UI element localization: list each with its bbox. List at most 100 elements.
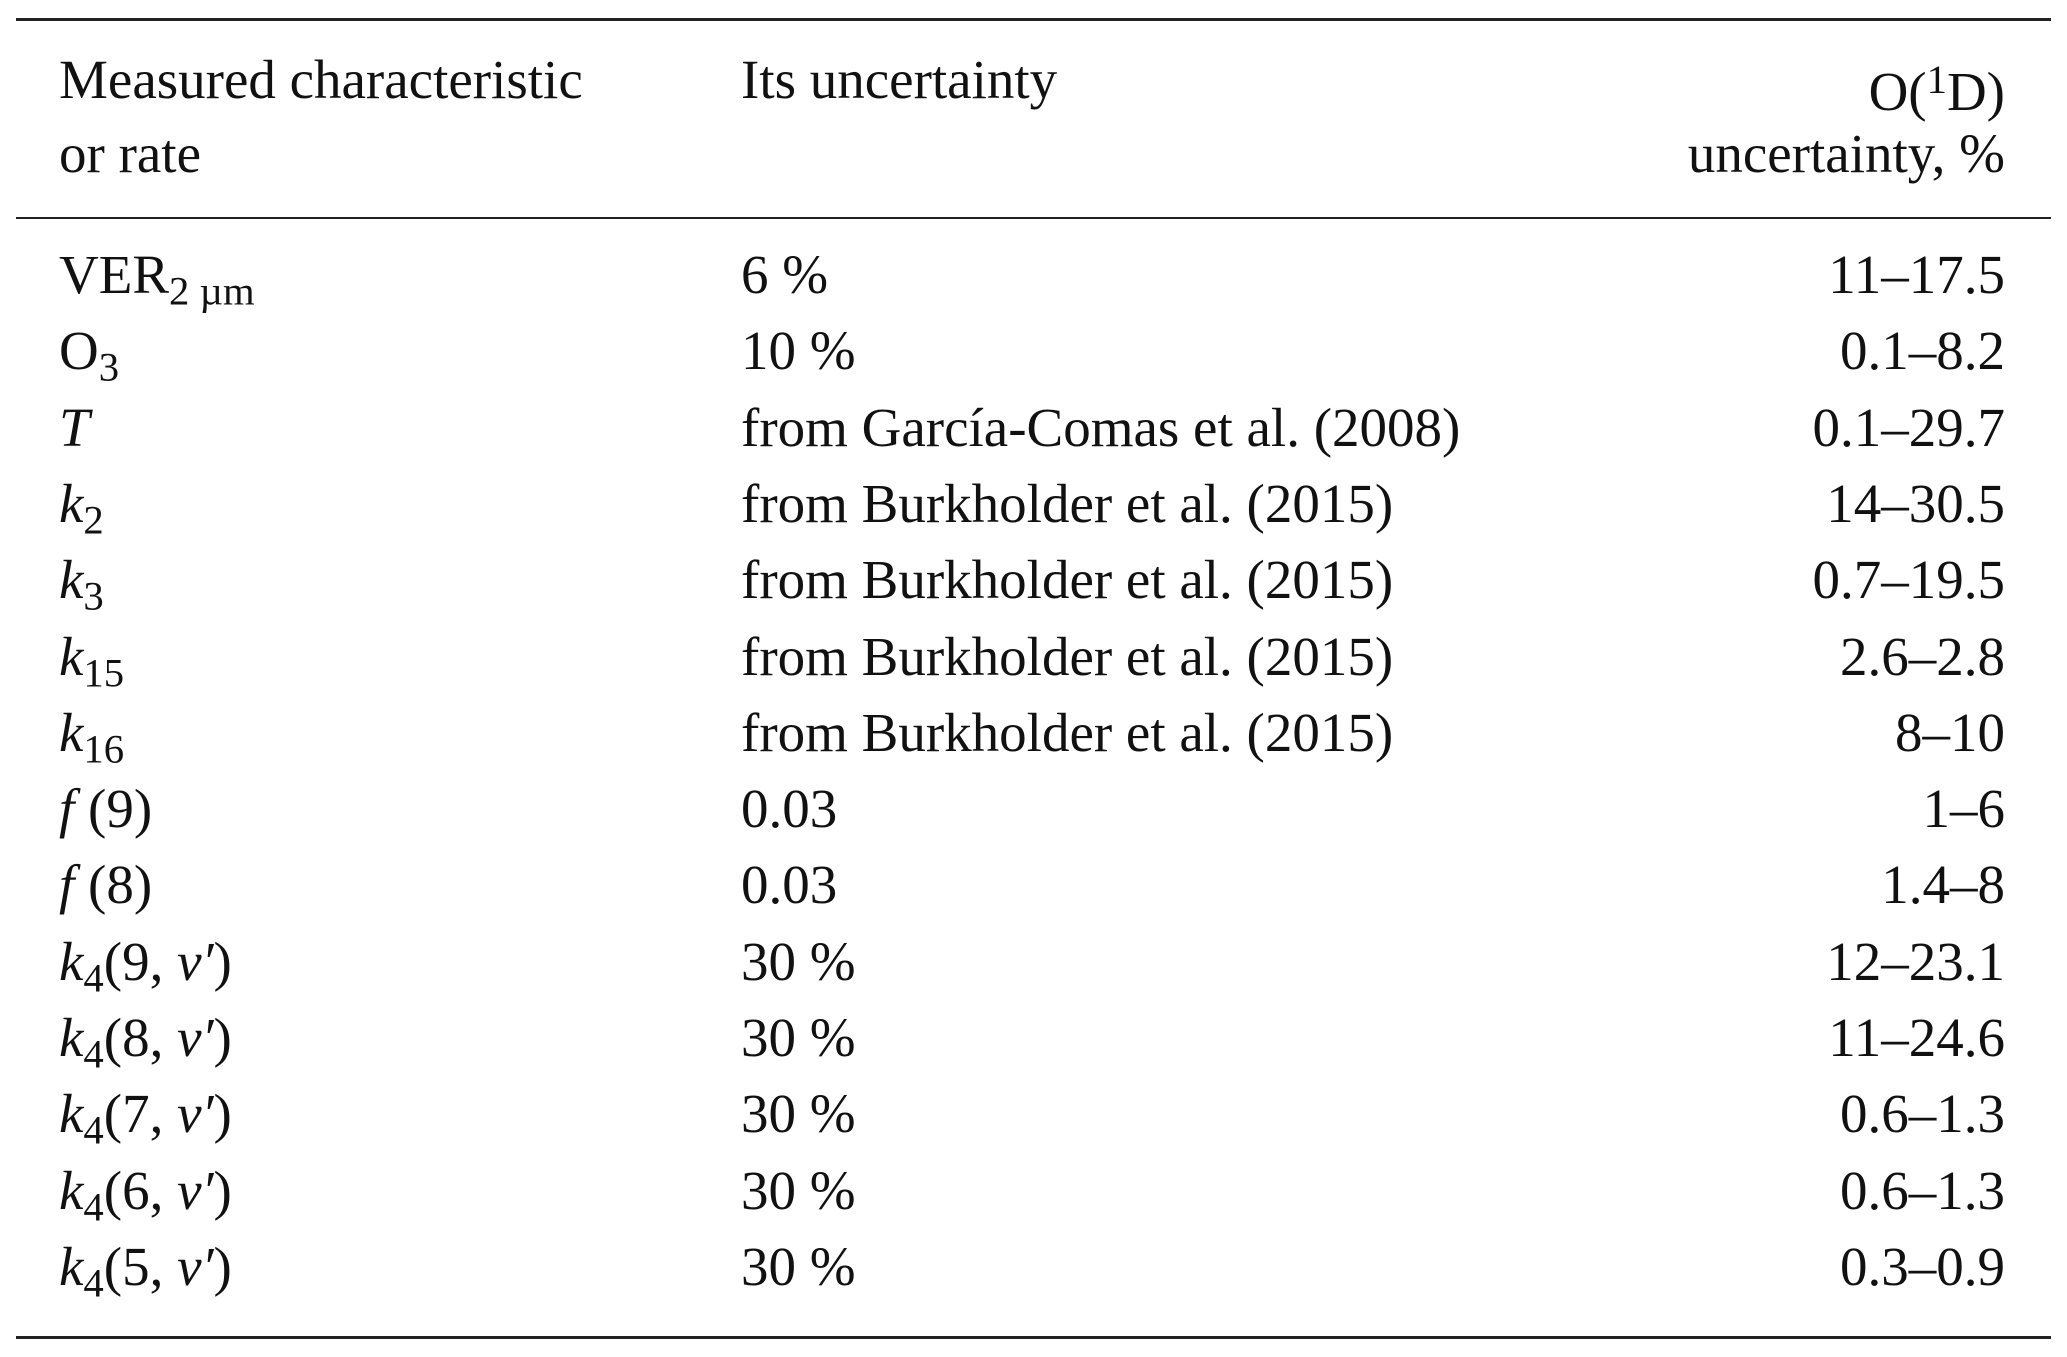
uncertainty-cell: 30 % (741, 1159, 856, 1221)
result-cell: 0.6–1.3 (1840, 1083, 2005, 1145)
header-rule (16, 217, 2051, 219)
uncertainty-cell: 30 % (741, 1235, 856, 1297)
text-segment: 3 (83, 573, 104, 619)
text-segment: ) (213, 930, 232, 992)
result-cell: 2.6–2.8 (1840, 625, 2005, 687)
text-segment: 4 (83, 1183, 104, 1229)
text-segment: 16 (83, 726, 125, 772)
text-segment: uncertainty, % (1687, 123, 2005, 184)
result-cell: 11–17.5 (1828, 244, 2005, 305)
uncertainty-cell: from Burkholder et al. (2015) (741, 472, 1394, 534)
text-segment: (7, (103, 1083, 178, 1145)
uncertainty-cell: from Burkholder et al. (2015) (741, 701, 1394, 763)
uncertainty-cell: from Burkholder et al. (2015) (741, 625, 1394, 687)
text-segment: ν′ (177, 1083, 214, 1145)
text-segment: (8, (103, 1007, 178, 1068)
text-segment: k (59, 1235, 84, 1297)
result-cell: 12–23.1 (1826, 930, 2005, 992)
text-segment: 4 (83, 1260, 104, 1306)
uncertainty-cell: 30 % (741, 1083, 856, 1145)
text-segment: or rate (59, 123, 201, 184)
text-segment: k (59, 1159, 84, 1221)
uncertainty-cell: 0.03 (741, 854, 838, 916)
text-segment: f (59, 778, 75, 840)
header-cell: Measured characteristic (59, 45, 583, 115)
row-label: k4(8, ν′) (59, 1003, 232, 1077)
text-segment: k (59, 930, 84, 992)
text-segment: (6, (103, 1159, 178, 1221)
text-segment: k (59, 1083, 84, 1145)
text-segment: ν′ (177, 1235, 214, 1297)
text-segment: 2 µm (169, 268, 255, 314)
row-label: k4(7, ν′) (59, 1079, 232, 1152)
text-segment: (9, (103, 930, 178, 992)
text-segment: 1 (1926, 57, 1947, 102)
text-segment: ) (213, 1007, 232, 1068)
result-cell: 8–10 (1895, 701, 2005, 763)
uncertainty-cell: from García-Comas et al. (2008) (741, 396, 1461, 458)
result-cell: 0.7–19.5 (1812, 549, 2006, 611)
result-cell: 0.1–29.7 (1812, 396, 2006, 458)
result-cell: 14–30.5 (1826, 472, 2005, 534)
row-label: VER2 µm (59, 240, 255, 314)
text-segment: (8) (74, 854, 153, 916)
header-cell: uncertainty, % (1688, 119, 2005, 189)
uncertainty-cell: from Burkholder et al. (2015) (741, 549, 1394, 611)
row-label: k16 (59, 698, 125, 772)
text-segment: (9) (74, 778, 153, 840)
result-cell: 11–24.6 (1828, 1007, 2005, 1068)
text-segment: ν′ (177, 1159, 214, 1221)
text-segment: ) (213, 1159, 232, 1221)
text-segment: k (59, 701, 84, 763)
text-segment: Measured characteristic (59, 49, 583, 110)
text-segment: 4 (83, 1107, 104, 1153)
text-segment: 2 (83, 497, 104, 543)
row-label: f (9) (59, 774, 152, 844)
top-rule (16, 18, 2051, 21)
result-cell: 1–6 (1922, 778, 2006, 840)
uncertainty-cell: 30 % (741, 930, 856, 992)
text-segment: O (59, 320, 99, 382)
row-label: k3 (59, 545, 104, 618)
header-cell: or rate (59, 119, 201, 189)
text-segment: 4 (83, 1031, 104, 1077)
row-label: T (59, 393, 90, 463)
text-segment: Its uncertainty (741, 49, 1058, 110)
text-segment: 4 (83, 955, 104, 1001)
text-segment: k (59, 549, 84, 611)
header-cell: O(1D) (1869, 45, 2005, 122)
text-segment: ν′ (177, 1007, 214, 1068)
text-segment: ) (213, 1235, 232, 1297)
uncertainty-cell: 6 % (741, 244, 829, 305)
text-segment: D) (1946, 61, 2005, 123)
text-segment: ) (213, 1083, 232, 1145)
text-segment: ν′ (177, 930, 214, 992)
row-label: f (8) (59, 850, 152, 920)
text-segment: k (59, 1007, 84, 1068)
result-cell: 0.1–8.2 (1840, 320, 2005, 382)
text-segment: O( (1868, 61, 1927, 123)
header-cell: Its uncertainty (741, 45, 1057, 115)
uncertainty-cell: 0.03 (741, 778, 838, 840)
bottom-rule (16, 1336, 2051, 1339)
text-segment: (5, (103, 1235, 178, 1297)
text-segment: 3 (98, 344, 120, 390)
uncertainty-cell: 30 % (741, 1007, 856, 1068)
text-segment: VER (59, 244, 169, 305)
text-segment: k (59, 625, 84, 687)
result-cell: 1.4–8 (1881, 854, 2005, 916)
row-label: k4(6, ν′) (59, 1156, 232, 1229)
row-label: k15 (59, 622, 125, 695)
text-segment: 15 (83, 649, 125, 695)
text-segment: k (59, 472, 84, 534)
result-cell: 0.3–0.9 (1840, 1235, 2005, 1297)
row-label: k4(5, ν′) (59, 1232, 232, 1306)
text-segment: T (59, 396, 90, 458)
uncertainty-cell: 10 % (741, 320, 856, 382)
text-segment: f (59, 854, 75, 916)
row-label: k4(9, ν′) (59, 927, 232, 1001)
row-label: O3 (59, 316, 119, 389)
row-label: k2 (59, 469, 104, 543)
result-cell: 0.6–1.3 (1840, 1159, 2005, 1221)
